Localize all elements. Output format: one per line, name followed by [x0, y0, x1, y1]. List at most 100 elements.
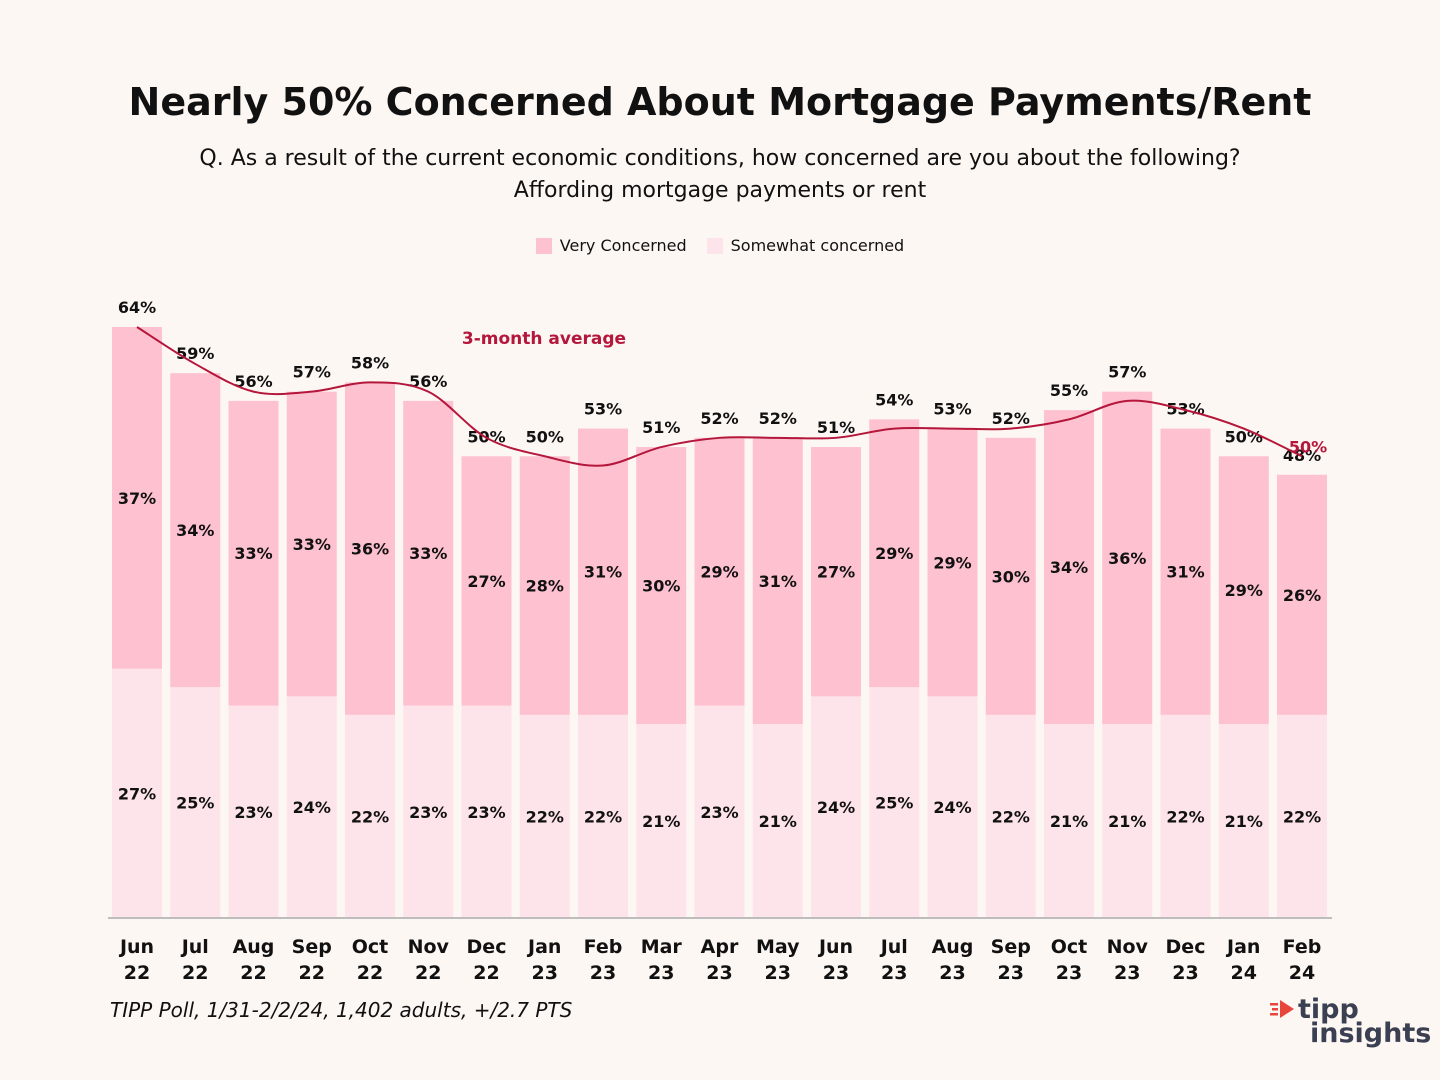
bar-very — [1277, 474, 1327, 715]
x-tick-year: 24 — [1289, 962, 1315, 984]
data-label-very: 33% — [409, 544, 447, 563]
x-tick-year: 22 — [473, 962, 499, 984]
data-label-very: 27% — [817, 563, 855, 582]
chart-subtitle: Q. As a result of the current economic c… — [0, 143, 1440, 207]
data-label-total: 51% — [642, 418, 680, 437]
bar-somewhat — [636, 724, 687, 918]
data-label-total: 52% — [700, 409, 738, 428]
data-label-total: 54% — [875, 390, 913, 409]
x-tick-month: Aug — [233, 936, 275, 958]
bar-somewhat — [869, 687, 920, 918]
data-label-very: 30% — [642, 577, 680, 596]
bar-very — [694, 437, 745, 706]
data-label-total: 53% — [584, 400, 622, 419]
bar-somewhat — [1277, 714, 1327, 918]
data-label-very: 34% — [176, 521, 214, 540]
bar-very — [170, 373, 221, 688]
data-label-total: 55% — [1050, 381, 1088, 400]
data-label-somewhat: 25% — [875, 794, 913, 813]
data-label-total: 57% — [1108, 363, 1146, 382]
bar-somewhat — [578, 714, 628, 918]
subtitle-topic: Affording mortgage payments or rent — [513, 178, 927, 203]
bar-somewhat — [1160, 714, 1211, 918]
x-tick-month: Jul — [180, 936, 209, 958]
chart-title: Nearly 50% Concerned About Mortgage Paym… — [128, 80, 1312, 124]
data-label-very: 31% — [1166, 563, 1204, 582]
bar-very — [228, 400, 279, 706]
data-label-very: 29% — [1225, 581, 1263, 600]
x-tick-year: 23 — [648, 962, 674, 984]
data-label-somewhat: 21% — [1108, 812, 1146, 831]
data-label-somewhat: 24% — [933, 798, 971, 817]
data-label-somewhat: 22% — [1283, 807, 1321, 826]
x-tick-month: Dec — [1166, 936, 1206, 958]
bar-somewhat — [286, 696, 337, 918]
x-tick-year: 23 — [823, 962, 849, 984]
bar-very — [112, 327, 162, 669]
bar-very — [1044, 410, 1094, 725]
x-tick-month: Mar — [641, 936, 683, 958]
x-tick-year: 23 — [1172, 962, 1198, 984]
data-label-somewhat: 24% — [817, 798, 855, 817]
bar-somewhat — [985, 714, 1036, 918]
x-tick-year: 23 — [532, 962, 558, 984]
data-label-total: 53% — [1166, 400, 1204, 419]
data-label-very: 36% — [1108, 549, 1146, 568]
data-label-somewhat: 27% — [118, 784, 156, 803]
data-label-total: 57% — [293, 363, 331, 382]
x-tick-year: 23 — [1114, 962, 1140, 984]
legend-swatch-very — [535, 237, 552, 254]
x-tick-month: Feb — [1283, 936, 1322, 958]
data-label-somewhat: 23% — [409, 803, 447, 822]
x-tick-month: Sep — [991, 936, 1031, 958]
x-tick-month: Jan — [526, 936, 561, 958]
data-label-somewhat: 21% — [642, 812, 680, 831]
data-label-somewhat: 22% — [584, 807, 622, 826]
data-label-somewhat: 23% — [700, 803, 738, 822]
legend-label-somewhat: Somewhat concerned — [730, 236, 905, 255]
x-tick-month: Jun — [118, 936, 154, 958]
x-tick-month: Jul — [879, 936, 908, 958]
bar-very — [461, 456, 512, 706]
x-tick-month: Oct — [1051, 936, 1088, 958]
data-label-very: 29% — [875, 544, 913, 563]
data-label-total: 51% — [817, 418, 855, 437]
x-tick-year: 22 — [415, 962, 441, 984]
data-label-somewhat: 21% — [1050, 812, 1088, 831]
bar-somewhat — [927, 696, 978, 918]
source-note: TIPP Poll, 1/31-2/2/24, 1,402 adults, +/… — [110, 998, 573, 1022]
bar-very — [1218, 456, 1269, 725]
data-label-total: 52% — [992, 409, 1030, 428]
bar-somewhat — [1102, 724, 1153, 918]
data-label-very: 29% — [933, 553, 971, 572]
bar-very — [345, 382, 395, 715]
bar-somewhat — [461, 705, 512, 918]
x-tick-year: 23 — [1056, 962, 1082, 984]
data-label-total: 59% — [176, 344, 214, 363]
average-line — [136, 326, 1303, 467]
data-label-somewhat: 22% — [992, 807, 1030, 826]
data-label-somewhat: 21% — [1225, 812, 1263, 831]
bar-somewhat — [403, 705, 454, 918]
data-label-very: 30% — [992, 567, 1030, 586]
bar-somewhat — [1218, 724, 1269, 918]
bar-very — [927, 428, 978, 697]
data-label-very: 37% — [118, 489, 156, 508]
x-tick-year: 22 — [182, 962, 208, 984]
bar-somewhat — [170, 687, 221, 918]
x-tick-month: Dec — [467, 936, 507, 958]
data-label-total: 58% — [351, 353, 389, 372]
x-tick-year: 22 — [299, 962, 325, 984]
logo-word-insights: insights — [1310, 1018, 1432, 1049]
x-tick-year: 23 — [706, 962, 732, 984]
bar-very — [869, 419, 920, 688]
x-tick-year: 23 — [998, 962, 1024, 984]
bar-very — [403, 400, 454, 706]
legend-label-very: Very Concerned — [559, 236, 687, 255]
data-label-somewhat: 22% — [526, 807, 564, 826]
bar-somewhat — [752, 724, 803, 918]
bar-very — [1160, 428, 1211, 715]
legend-swatch-somewhat — [706, 237, 723, 254]
logo-arrow-icon — [1270, 1000, 1294, 1018]
bar-somewhat — [694, 705, 745, 918]
